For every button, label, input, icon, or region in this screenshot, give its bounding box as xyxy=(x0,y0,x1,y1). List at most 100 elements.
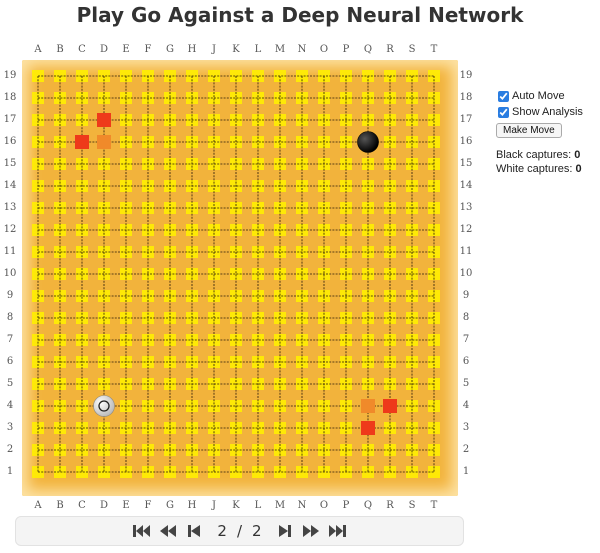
black-captures: Black captures: 0 xyxy=(496,148,583,162)
move-marker xyxy=(406,92,418,104)
go-board[interactable] xyxy=(22,60,458,496)
column-label: S xyxy=(408,44,416,55)
move-marker xyxy=(76,290,88,302)
column-label: K xyxy=(232,44,240,55)
column-label: F xyxy=(144,44,152,55)
white-captures-label: White captures: xyxy=(496,163,573,175)
column-label: L xyxy=(254,44,262,55)
move-marker xyxy=(76,444,88,456)
move-marker xyxy=(406,444,418,456)
move-marker xyxy=(428,114,440,126)
move-marker xyxy=(252,444,264,456)
show-analysis-checkbox[interactable] xyxy=(498,106,509,118)
row-label: 11 xyxy=(459,246,473,257)
move-marker xyxy=(406,268,418,280)
column-label: E xyxy=(122,44,130,55)
row-label: 15 xyxy=(3,158,17,169)
column-label: S xyxy=(408,500,416,511)
row-label: 5 xyxy=(462,378,470,389)
column-label: O xyxy=(319,500,329,511)
column-label: O xyxy=(319,44,329,55)
row-label: 13 xyxy=(3,202,17,213)
move-marker xyxy=(76,114,88,126)
row-label: 3 xyxy=(6,422,14,433)
column-label: K xyxy=(232,500,240,511)
move-marker xyxy=(230,290,242,302)
move-marker xyxy=(76,466,88,478)
analysis-strong-marker xyxy=(361,421,375,435)
column-label: H xyxy=(187,500,197,511)
column-label: E xyxy=(122,500,130,511)
forward-icon[interactable] xyxy=(274,523,296,539)
column-label: F xyxy=(144,500,152,511)
move-marker xyxy=(76,92,88,104)
back-icon[interactable] xyxy=(183,523,205,539)
column-label: H xyxy=(187,44,197,55)
row-label: 5 xyxy=(6,378,14,389)
analysis-strong-marker xyxy=(383,399,397,413)
row-label: 2 xyxy=(462,444,470,455)
column-label: M xyxy=(274,44,286,55)
row-label: 4 xyxy=(462,400,470,411)
show-analysis-option[interactable]: Show Analysis xyxy=(496,104,583,120)
move-marker xyxy=(252,290,264,302)
move-marker xyxy=(252,92,264,104)
move-marker xyxy=(76,268,88,280)
side-panel: Auto Move Show Analysis Make Move Black … xyxy=(496,88,583,176)
column-label: G xyxy=(166,44,174,55)
first-icon[interactable] xyxy=(131,523,153,539)
page-title: Play Go Against a Deep Neural Network xyxy=(76,3,524,27)
make-move-button[interactable]: Make Move xyxy=(496,123,562,138)
auto-move-label: Auto Move xyxy=(512,90,565,102)
move-marker xyxy=(54,268,66,280)
row-label: 2 xyxy=(6,444,14,455)
move-marker xyxy=(230,466,242,478)
row-label: 19 xyxy=(459,70,473,81)
black-stone xyxy=(357,131,379,153)
forward-fast-icon[interactable] xyxy=(300,523,322,539)
column-label: D xyxy=(99,44,109,55)
move-marker xyxy=(230,444,242,456)
column-label: A xyxy=(34,500,42,511)
row-label: 17 xyxy=(459,114,473,125)
black-captures-label: Black captures: xyxy=(496,149,572,161)
row-label: 8 xyxy=(6,312,14,323)
column-label: J xyxy=(211,500,216,511)
column-label: G xyxy=(166,500,174,511)
row-label: 1 xyxy=(6,466,14,477)
column-label: M xyxy=(274,500,286,511)
move-separator: / xyxy=(236,522,243,540)
row-label: 12 xyxy=(459,224,473,235)
auto-move-checkbox[interactable] xyxy=(498,90,509,102)
row-label: 15 xyxy=(459,158,473,169)
move-marker xyxy=(54,290,66,302)
analysis-medium-marker xyxy=(361,399,375,413)
row-label: 8 xyxy=(462,312,470,323)
back-fast-icon[interactable] xyxy=(157,523,179,539)
last-icon[interactable] xyxy=(326,523,348,539)
last-move-marker xyxy=(98,400,110,412)
column-label: P xyxy=(342,500,350,511)
move-marker xyxy=(252,466,264,478)
column-label: J xyxy=(211,44,216,55)
row-label: 3 xyxy=(462,422,470,433)
row-label: 11 xyxy=(3,246,17,257)
column-label: N xyxy=(297,500,307,511)
column-label: T xyxy=(430,500,438,511)
row-label: 19 xyxy=(3,70,17,81)
row-label: 9 xyxy=(462,290,470,301)
board-grid[interactable] xyxy=(22,60,458,496)
column-label: T xyxy=(430,44,438,55)
auto-move-option[interactable]: Auto Move xyxy=(496,88,583,104)
move-marker xyxy=(406,466,418,478)
analysis-strong-marker xyxy=(97,113,111,127)
row-label: 16 xyxy=(459,136,473,147)
white-captures-value: 0 xyxy=(575,163,582,175)
row-label: 18 xyxy=(3,92,17,103)
row-label: 7 xyxy=(6,334,14,345)
black-captures-value: 0 xyxy=(574,149,581,161)
total-moves: 2 xyxy=(252,522,262,540)
column-label: Q xyxy=(363,500,373,511)
analysis-medium-marker xyxy=(97,135,111,149)
